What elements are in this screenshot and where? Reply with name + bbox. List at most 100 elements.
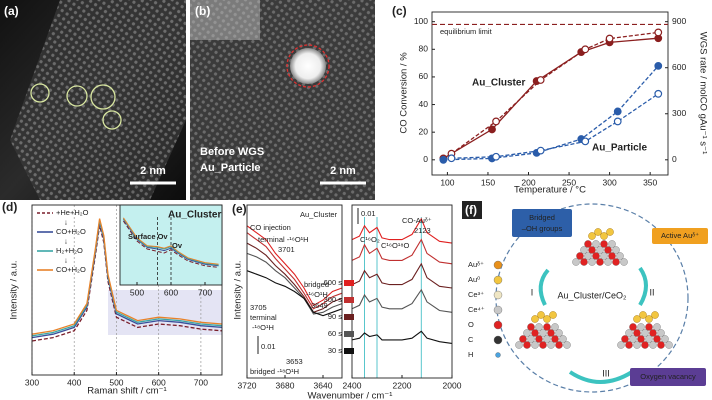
lattice-band	[10, 0, 186, 200]
data-point	[488, 125, 496, 134]
atom	[555, 341, 563, 349]
annotation: Surface Ov	[128, 232, 168, 241]
atom	[629, 335, 637, 343]
atom	[641, 329, 649, 337]
legend-atom	[493, 290, 503, 300]
atom	[539, 329, 547, 337]
data-point	[613, 107, 622, 116]
callout-text: –OH groups	[522, 224, 563, 233]
atom	[588, 258, 596, 266]
atom	[649, 329, 657, 337]
atom	[625, 341, 633, 349]
data-line	[31, 218, 223, 335]
data-point	[654, 61, 663, 70]
scale-bar-label: 0.01	[361, 209, 376, 218]
cycle-arrow	[638, 266, 648, 307]
atom	[657, 341, 665, 349]
legend-atom	[493, 335, 503, 345]
atom	[584, 240, 592, 248]
data-point	[536, 76, 545, 84]
annotation: 3705	[250, 303, 267, 312]
atom	[651, 311, 659, 319]
atom	[519, 335, 527, 343]
data-point	[654, 89, 663, 98]
x-tick-label: 300	[25, 377, 39, 387]
atom	[592, 252, 600, 260]
legend-label: CO+H₂O	[56, 227, 86, 236]
cycle-arrow	[538, 268, 550, 306]
panel-label: (b)	[195, 4, 210, 18]
annotation: Au_Cluster	[472, 78, 525, 89]
atom	[547, 329, 555, 337]
legend-label: O	[468, 320, 474, 329]
legend-swatch	[344, 280, 354, 286]
atom	[531, 315, 539, 323]
callout-box	[512, 209, 572, 237]
atom	[633, 315, 641, 323]
annotation: terminal -¹⁶O¹H	[258, 235, 309, 244]
atom	[657, 329, 665, 337]
annotation: terminal	[250, 313, 277, 322]
annotation: -¹⁸O¹H	[252, 323, 274, 332]
x-tick-label: 3720	[238, 380, 257, 390]
atom	[645, 323, 653, 331]
atom	[596, 246, 604, 254]
legend-arrow: ↓	[64, 255, 68, 264]
scale-bar-label: 2 nm	[330, 165, 356, 177]
data-point	[492, 117, 500, 126]
atom	[606, 228, 614, 236]
atom	[551, 335, 559, 343]
x-tick-label: 200	[521, 177, 535, 187]
atom	[617, 341, 625, 349]
atom	[543, 323, 551, 331]
plot-frame	[119, 204, 223, 286]
x-axis-label: Raman shift / cm⁻¹	[87, 386, 166, 397]
x-tick-label: 2000	[443, 380, 462, 390]
atom	[527, 335, 535, 343]
legend-atom	[493, 260, 503, 270]
atom	[551, 323, 559, 331]
plot-frame	[351, 204, 453, 379]
legend-label: Ce³⁺	[468, 290, 484, 299]
atom	[537, 311, 545, 319]
bright-corner	[190, 0, 260, 40]
scale-bar-label: 2 nm	[140, 165, 166, 177]
data-line	[451, 93, 659, 159]
y2-tick-label: 600	[672, 62, 686, 72]
x-tick-label: 400	[67, 377, 81, 387]
x-tick-label: 600	[152, 377, 166, 387]
annotation: CO injection	[250, 223, 291, 232]
atom	[559, 335, 567, 343]
atom	[600, 240, 608, 248]
atom	[629, 323, 637, 331]
data-point	[581, 137, 590, 146]
particle-outline	[286, 44, 330, 88]
atom	[612, 246, 620, 254]
legend-swatch	[344, 297, 354, 303]
y-tick-label: 0	[423, 154, 428, 164]
atom	[523, 329, 531, 337]
x-tick-label: 350	[643, 177, 657, 187]
caption: Before WGS	[200, 146, 264, 158]
au-particle	[290, 48, 326, 84]
legend-atom	[493, 275, 503, 285]
caption: Au_Particle	[200, 162, 261, 174]
data-line	[351, 330, 453, 344]
legend-label: 30 s	[328, 346, 342, 355]
annotation: C¹⁶O¹⁸O	[381, 241, 409, 250]
y2-axis-label: WGS rate / molCO gAu⁻¹ s⁻¹	[697, 32, 708, 154]
atom	[645, 335, 653, 343]
legend-swatch	[344, 314, 354, 320]
highlight-circle	[90, 84, 116, 110]
data-line	[443, 37, 659, 159]
y-tick-label: 80	[419, 44, 429, 54]
annotation: 3701	[278, 245, 295, 254]
atom	[584, 252, 592, 260]
legend-label: 600 s	[324, 278, 343, 287]
y-tick-label: 20	[419, 126, 429, 136]
x-tick-label: 100	[440, 177, 454, 187]
annotation: bridged -¹⁸O¹H	[250, 367, 299, 376]
callout-box	[630, 368, 706, 386]
panel-label-bg	[462, 201, 482, 219]
data-point	[581, 45, 590, 54]
